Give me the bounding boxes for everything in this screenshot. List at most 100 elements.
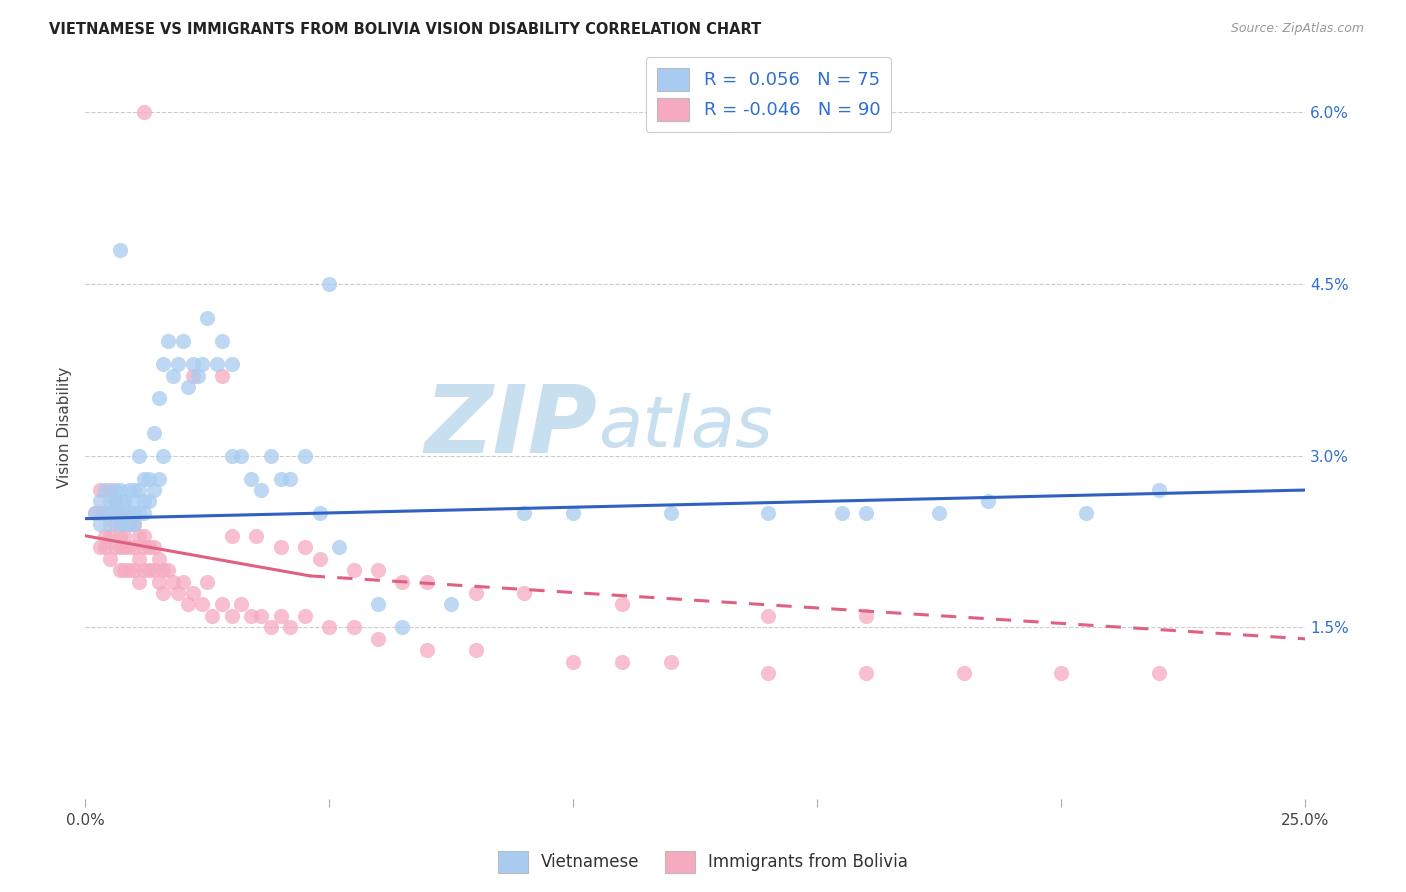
Point [118, 483, 141, 497]
Point [122, 483, 145, 497]
Text: atlas: atlas [598, 392, 772, 461]
Point [94, 506, 117, 520]
Point [112, 506, 135, 520]
Point [260, 620, 283, 634]
Point [104, 483, 127, 497]
Point [128, 574, 150, 589]
Point [122, 517, 145, 532]
Point [343, 563, 366, 577]
Point [122, 563, 145, 577]
Point [1147, 483, 1170, 497]
Point [855, 666, 877, 681]
Point [128, 449, 150, 463]
Point [191, 357, 214, 371]
Point [84, 506, 107, 520]
Point [108, 506, 131, 520]
Point [152, 357, 174, 371]
Point [132, 472, 155, 486]
Point [148, 472, 170, 486]
Point [221, 357, 243, 371]
Point [118, 541, 141, 555]
Point [562, 506, 585, 520]
Point [162, 574, 184, 589]
Point [172, 334, 194, 349]
Point [211, 334, 233, 349]
Point [138, 563, 160, 577]
Point [104, 506, 127, 520]
Point [122, 541, 145, 555]
Point [132, 563, 155, 577]
Point [98, 517, 121, 532]
Point [118, 563, 141, 577]
Point [270, 472, 292, 486]
Point [391, 620, 413, 634]
Point [122, 506, 145, 520]
Point [94, 541, 117, 555]
Point [128, 483, 150, 497]
Point [108, 529, 131, 543]
Point [211, 598, 233, 612]
Point [108, 243, 131, 257]
Point [205, 357, 228, 371]
Point [142, 541, 165, 555]
Point [128, 551, 150, 566]
Legend: R =  0.056   N = 75, R = -0.046   N = 90: R = 0.056 N = 75, R = -0.046 N = 90 [645, 57, 891, 132]
Point [855, 506, 877, 520]
Point [138, 541, 160, 555]
Point [148, 574, 170, 589]
Point [177, 380, 200, 394]
Point [108, 517, 131, 532]
Point [250, 609, 273, 624]
Point [181, 368, 204, 383]
Point [758, 609, 780, 624]
Point [250, 483, 273, 497]
Point [112, 529, 135, 543]
Point [318, 620, 340, 634]
Point [855, 609, 877, 624]
Point [610, 655, 633, 669]
Point [231, 449, 253, 463]
Point [98, 506, 121, 520]
Point [270, 541, 292, 555]
Point [294, 541, 316, 555]
Point [94, 483, 117, 497]
Point [94, 529, 117, 543]
Point [328, 541, 350, 555]
Point [1147, 666, 1170, 681]
Point [195, 311, 218, 326]
Point [221, 529, 243, 543]
Point [195, 574, 218, 589]
Point [142, 483, 165, 497]
Point [167, 357, 190, 371]
Point [104, 541, 127, 555]
Point [142, 425, 165, 440]
Point [98, 506, 121, 520]
Point [513, 506, 536, 520]
Point [308, 551, 330, 566]
Text: VIETNAMESE VS IMMIGRANTS FROM BOLIVIA VISION DISABILITY CORRELATION CHART: VIETNAMESE VS IMMIGRANTS FROM BOLIVIA VI… [49, 22, 762, 37]
Point [132, 494, 155, 508]
Point [104, 494, 127, 508]
Point [122, 517, 145, 532]
Point [148, 392, 170, 406]
Point [148, 551, 170, 566]
Point [367, 563, 389, 577]
Point [98, 529, 121, 543]
Point [391, 574, 413, 589]
Point [118, 506, 141, 520]
Point [84, 506, 107, 520]
Point [157, 334, 180, 349]
Text: Source: ZipAtlas.com: Source: ZipAtlas.com [1230, 22, 1364, 36]
Point [270, 609, 292, 624]
Point [89, 541, 111, 555]
Point [112, 494, 135, 508]
Point [89, 494, 111, 508]
Point [367, 598, 389, 612]
Text: ZIP: ZIP [425, 381, 598, 473]
Point [157, 563, 180, 577]
Point [211, 368, 233, 383]
Point [1050, 666, 1073, 681]
Point [89, 506, 111, 520]
Point [231, 598, 253, 612]
Point [98, 483, 121, 497]
